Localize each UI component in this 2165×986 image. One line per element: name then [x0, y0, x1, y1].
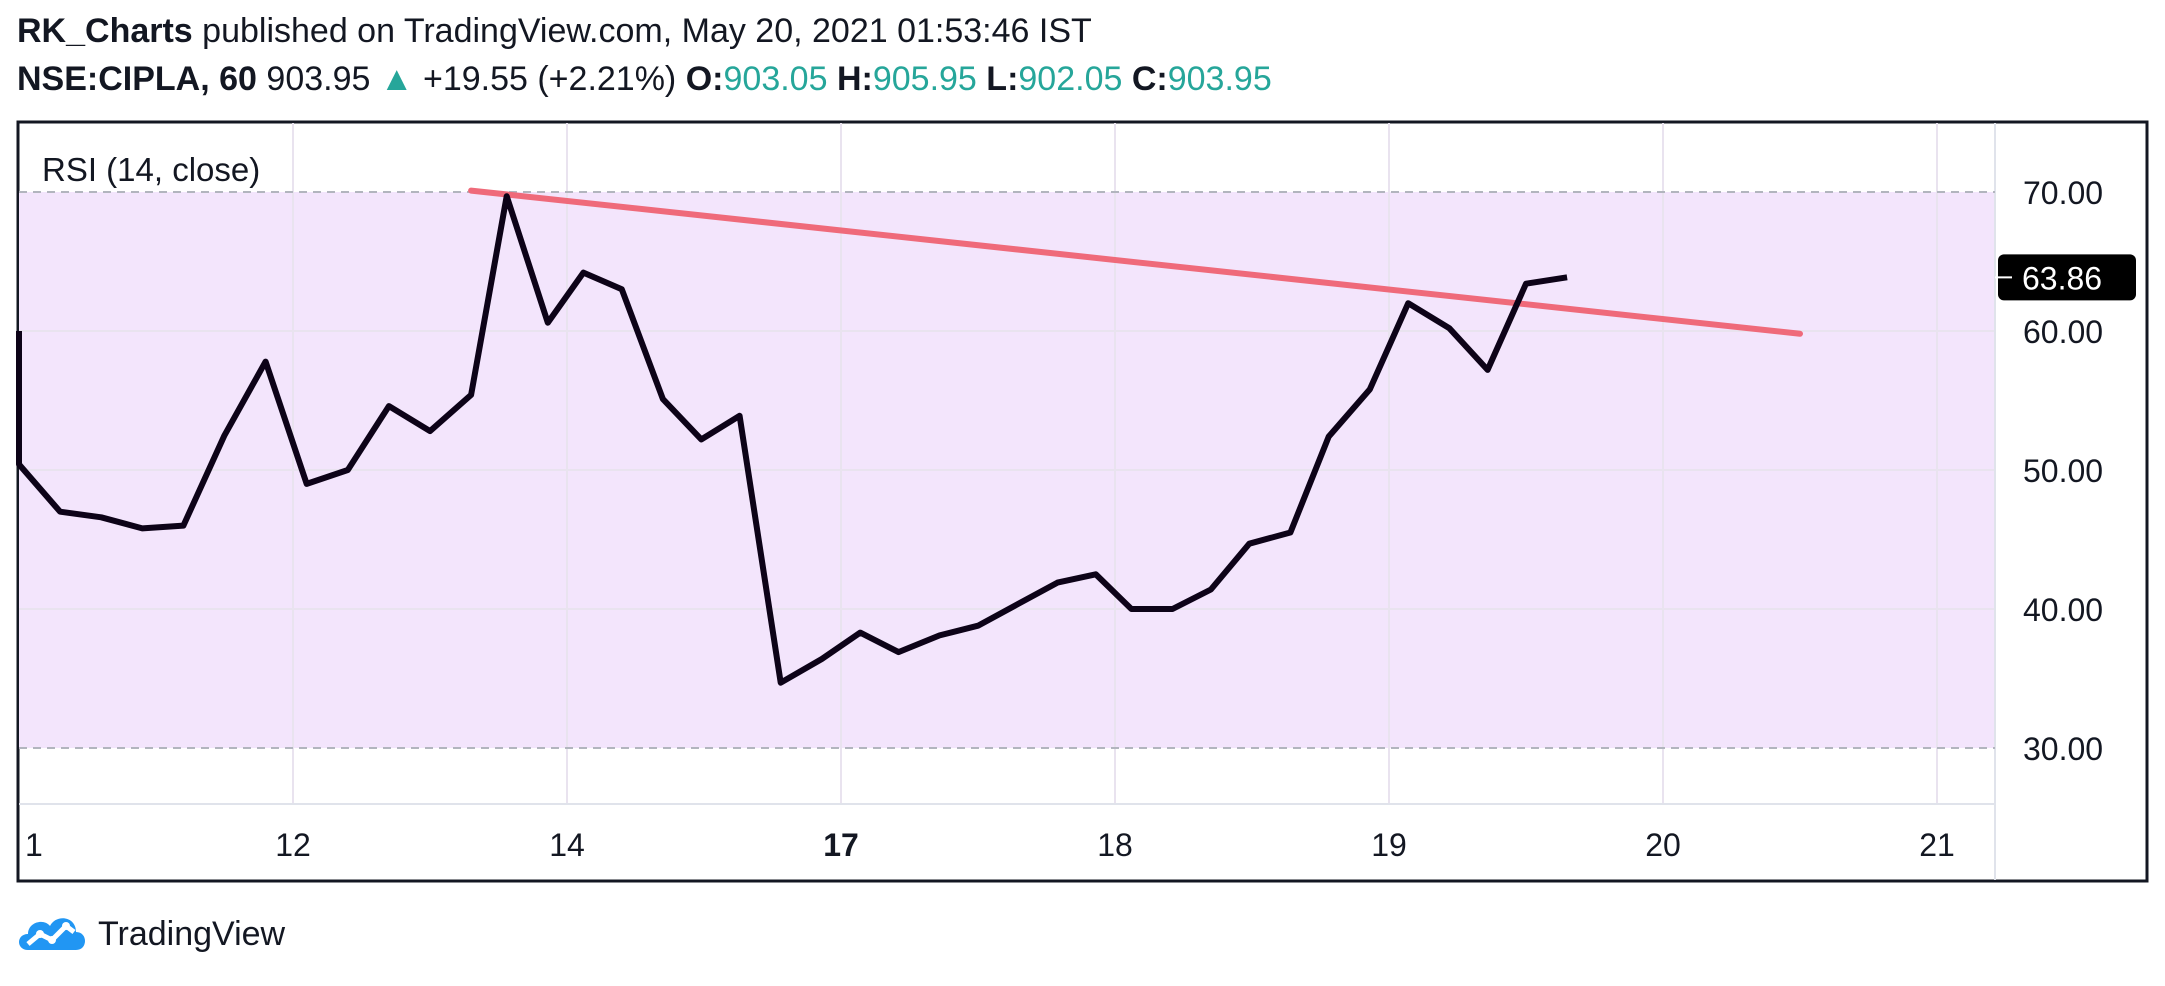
y-tick-label: 50.00: [2023, 453, 2103, 489]
last-value-label: 63.86: [2022, 260, 2102, 296]
low-value: 902.05: [1018, 60, 1123, 98]
low-label: L:: [986, 60, 1019, 98]
close-value: 903.95: [1167, 60, 1272, 98]
x-tick-label: 20: [1645, 827, 1681, 863]
open-value: 903.05: [723, 60, 828, 98]
open-label: O:: [685, 60, 724, 98]
tradingview-brand: TradingView: [98, 914, 286, 953]
y-tick-label: 30.00: [2023, 731, 2103, 767]
trendline[interactable]: [468, 187, 1803, 337]
high-label: H:: [836, 60, 873, 98]
publish-line: RK_Charts published on TradingView.com, …: [17, 12, 1092, 51]
y-tick-label: 70.00: [2023, 175, 2103, 211]
tradingview-logo[interactable]: TradingView: [14, 910, 285, 958]
y-tick-label: 60.00: [2023, 314, 2103, 350]
rsi-line: [16, 193, 1568, 686]
up-arrow-icon: ▲: [379, 60, 414, 98]
x-tick-label: 14: [549, 827, 585, 863]
cloud-icon: [19, 918, 85, 950]
rsi-chart[interactable]: 30.00 40.00 50.00 60.00 70.00 1 12 14 17 18 19 20 2…: [0, 0, 2165, 900]
x-tick-label: 19: [1371, 827, 1407, 863]
high-value: 905.95: [872, 60, 977, 98]
x-tick-label: 17: [823, 827, 859, 863]
close-label: C:: [1131, 60, 1168, 98]
symbol-label: NSE:CIPLA, 60: [17, 60, 257, 98]
last-value-tag: [1998, 254, 2136, 301]
y-tick-label: 40.00: [2023, 592, 2103, 628]
symbol-line: NSE:CIPLA, 60 903.95 ▲ +19.55 (+2.21%) O…: [17, 60, 1272, 99]
indicator-label[interactable]: RSI (14, close): [42, 151, 260, 188]
price-change: +19.55 (+2.21%): [422, 60, 677, 98]
last-price: 903.95: [266, 60, 371, 98]
published-text: published on TradingView.com, May 20, 20…: [202, 12, 1092, 50]
x-tick-label: 12: [275, 827, 311, 863]
x-tick-label: 21: [1919, 827, 1955, 863]
author-name[interactable]: RK_Charts: [17, 12, 193, 50]
x-tick-label: 1: [25, 827, 43, 863]
x-tick-label: 18: [1097, 827, 1133, 863]
